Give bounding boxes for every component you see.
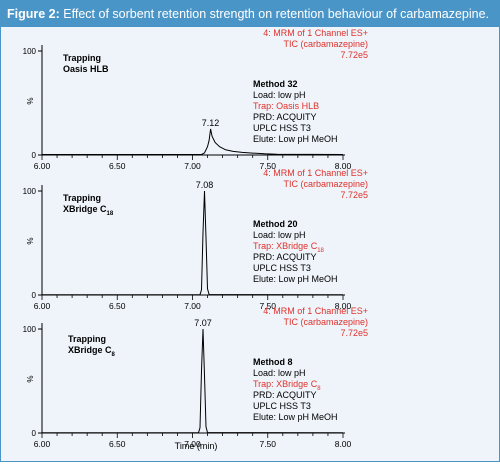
x-tick-label: 6.50 — [109, 161, 126, 171]
x-tick-label: 7.50 — [259, 161, 276, 171]
x-tick-label: 7.00 — [184, 439, 201, 449]
x-tick-label: 6.00 — [34, 301, 51, 311]
y-tick-label: 0 — [32, 429, 37, 438]
method-line: Elute: Low pH MeOH — [253, 274, 338, 284]
x-tick-label: 8.00 — [335, 161, 352, 171]
x-tick-label: 8.00 — [335, 301, 352, 311]
y-tick-label: 100 — [23, 325, 37, 334]
peak-label: 7.07 — [194, 318, 212, 328]
method-line: PRD: ACQUITY — [253, 390, 317, 400]
acquisition-header: 4: MRM of 1 Channel ES+ — [263, 306, 368, 316]
acquisition-header: 4: MRM of 1 Channel ES+ — [263, 168, 368, 178]
method-trap-line: Trap: XBridge C18 — [253, 241, 325, 254]
y-tick-label: 0 — [32, 151, 37, 160]
x-tick-label: 6.00 — [34, 439, 51, 449]
y-tick-label: 0 — [32, 291, 37, 300]
y-tick-label: 100 — [23, 47, 37, 56]
acquisition-header: TIC (carbamazepine) — [283, 179, 368, 189]
method-title: Method 32 — [253, 79, 298, 89]
panel-title-line: Trapping — [63, 193, 101, 203]
caption-label: Figure 2: — [7, 7, 60, 21]
method-line: UPLC HSS T3 — [253, 123, 311, 133]
peak-label: 7.12 — [202, 118, 220, 128]
method-line: PRD: ACQUITY — [253, 112, 317, 122]
x-tick-label: 7.50 — [259, 301, 276, 311]
method-line: Load: low pH — [253, 230, 306, 240]
y-axis-label: % — [26, 237, 35, 244]
peak-label: 7.08 — [196, 180, 214, 190]
x-tick-label: 6.50 — [109, 439, 126, 449]
method-trap-line: Trap: XBridge C8 — [253, 379, 321, 392]
chromatogram-trace — [42, 190, 344, 296]
method-trap-line: Trap: Oasis HLB — [253, 101, 319, 111]
y-axis-label: % — [26, 375, 35, 382]
x-tick-label: 6.50 — [109, 301, 126, 311]
x-axis-label: Time (min) — [175, 441, 218, 451]
method-line: PRD: ACQUITY — [253, 252, 317, 262]
acquisition-header: 7.72e5 — [340, 190, 368, 200]
method-line: UPLC HSS T3 — [253, 401, 311, 411]
panel-title-line: Trapping — [63, 53, 101, 63]
figure-caption: Figure 2: Effect of sorbent retention st… — [1, 1, 499, 27]
method-title: Method 8 — [253, 357, 293, 367]
x-tick-label: 7.00 — [184, 161, 201, 171]
chromatogram-trace — [42, 328, 344, 434]
method-line: Elute: Low pH MeOH — [253, 134, 338, 144]
y-tick-label: 100 — [23, 187, 37, 196]
y-axis-label: % — [26, 97, 35, 104]
panel-title-line: XBridge C18 — [63, 204, 114, 217]
panel-title-line: Oasis HLB — [63, 64, 109, 74]
x-tick-label: 7.50 — [259, 439, 276, 449]
x-tick-label: 8.00 — [335, 439, 352, 449]
method-line: Load: low pH — [253, 90, 306, 100]
method-line: UPLC HSS T3 — [253, 263, 311, 273]
x-tick-label: 7.00 — [184, 301, 201, 311]
caption-text: Effect of sorbent retention strength on … — [63, 7, 490, 21]
method-line: Load: low pH — [253, 368, 306, 378]
panel-title-line: XBridge C8 — [68, 345, 116, 358]
panel-title-line: Trapping — [68, 334, 106, 344]
method-title: Method 20 — [253, 219, 298, 229]
acquisition-header: 7.72e5 — [340, 50, 368, 60]
chromatogram-trace — [42, 128, 344, 155]
chart-area: 0 100% 6.00 6.50 7.00 7.50 8.00 7.12 Trapping Oas… — [1, 27, 499, 461]
acquisition-header: TIC (carbamazepine) — [283, 39, 368, 49]
acquisition-header: 7.72e5 — [340, 328, 368, 338]
x-tick-label: 6.00 — [34, 161, 51, 171]
acquisition-header: TIC (carbamazepine) — [283, 317, 368, 327]
method-line: Elute: Low pH MeOH — [253, 412, 338, 422]
acquisition-header: 4: MRM of 1 Channel ES+ — [263, 28, 368, 38]
